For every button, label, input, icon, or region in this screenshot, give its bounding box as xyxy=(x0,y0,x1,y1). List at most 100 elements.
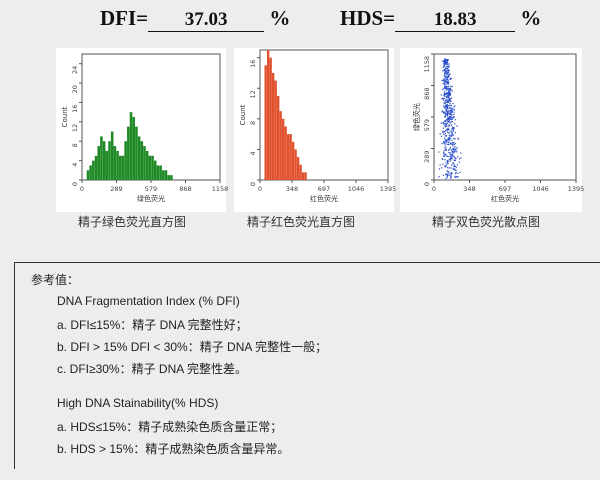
hds-heading: High DNA Stainability(% HDS) xyxy=(57,396,219,410)
dual-scatter-point xyxy=(452,155,454,157)
dual-scatter-x-tick-label: 1046 xyxy=(532,185,549,193)
dual-scatter-point xyxy=(446,141,448,143)
dual-scatter-point xyxy=(446,67,448,69)
dual-scatter-point xyxy=(446,164,448,166)
dual-scatter-point xyxy=(446,59,448,61)
dual-scatter-point xyxy=(442,82,444,85)
dual-scatter-point xyxy=(443,69,445,71)
red-histogram-x-tick-label: 1046 xyxy=(348,185,365,193)
dual-scatter-point xyxy=(448,65,450,67)
reference-panel: 参考值： DNA Fragmentation Index (% DFI) a. … xyxy=(14,262,600,469)
red-histogram-x-axis-label: 红色荧光 xyxy=(310,194,338,203)
green-histogram-y-tick-label: 24 xyxy=(71,66,79,74)
dual-scatter-point xyxy=(446,131,448,133)
dual-scatter-point xyxy=(439,164,441,166)
dual-scatter-point xyxy=(453,109,455,111)
red-histogram-bar xyxy=(304,172,307,180)
dual-scatter-point xyxy=(442,122,444,124)
dual-scatter-point xyxy=(446,170,448,172)
dual-scatter-point xyxy=(441,98,443,100)
hds-rule-a: a. HDS≤15%：精子成熟染色质含量正常； xyxy=(57,420,283,434)
dual-scatter-point xyxy=(447,114,449,116)
dual-scatter-point xyxy=(444,86,446,88)
dual-scatter-point xyxy=(444,102,446,104)
dual-scatter-point xyxy=(447,80,449,83)
dual-scatter-point xyxy=(453,168,456,170)
dual-scatter-point xyxy=(446,107,449,109)
dual-scatter-point xyxy=(444,140,447,142)
dual-scatter-point xyxy=(444,159,446,161)
dual-scatter-point xyxy=(447,93,449,95)
dual-scatter-x-tick-label: 348 xyxy=(463,185,475,193)
dual-scatter-point xyxy=(453,116,455,118)
green-histogram: 0 289 579 868 1158 0 4 8 12 16 20 24 绿色荧光 Count xyxy=(56,48,228,214)
dual-scatter-point xyxy=(441,143,443,145)
dual-scatter-point xyxy=(446,110,448,112)
dual-scatter-point xyxy=(445,71,447,73)
dual-scatter-point xyxy=(451,97,453,99)
dual-scatter-point xyxy=(449,125,451,127)
dual-scatter-point xyxy=(442,158,444,160)
dual-scatter-point xyxy=(445,59,447,61)
dual-scatter-point xyxy=(446,160,448,162)
dual-scatter-point xyxy=(455,169,457,172)
dual-scatter-point xyxy=(449,104,451,106)
green-histogram-bar xyxy=(170,175,173,180)
dual-scatter-point xyxy=(448,131,451,133)
dual-scatter-point xyxy=(448,121,450,123)
dual-scatter-point xyxy=(454,176,456,178)
dual-scatter-point xyxy=(443,106,445,108)
dual-scatter-point xyxy=(448,139,450,141)
red-histogram-x-tick-label: 348 xyxy=(286,185,298,193)
dual-scatter-point xyxy=(443,61,446,63)
dual-scatter-point xyxy=(443,152,445,154)
dual-scatter-point xyxy=(446,79,448,81)
dual-scatter-point xyxy=(445,134,448,137)
dual-scatter-point xyxy=(443,94,445,97)
dual-scatter-point xyxy=(451,133,453,135)
dual-scatter-point xyxy=(448,128,450,131)
red-histogram-bar xyxy=(291,141,295,180)
dual-scatter-point xyxy=(446,175,449,177)
dual-scatter-point xyxy=(445,129,447,132)
green-histogram-bar xyxy=(127,126,130,180)
dual-scatter-point xyxy=(442,70,444,72)
dual-scatter-point xyxy=(452,148,454,150)
dual-scatter-point xyxy=(447,82,449,84)
dual-scatter-point xyxy=(442,141,445,143)
dual-scatter-point xyxy=(444,83,446,86)
dual-scatter-point xyxy=(449,93,451,95)
dual-scatter-point xyxy=(447,59,449,61)
dual-scatter-point xyxy=(446,119,449,121)
dual-scatter-point xyxy=(444,95,446,97)
dual-scatter-point xyxy=(447,138,450,141)
dual-scatter-point xyxy=(442,111,444,113)
dual-scatter-point xyxy=(448,93,450,95)
dual-scatter-point xyxy=(444,69,447,71)
dual-scatter-point xyxy=(443,111,445,113)
dual-scatter-point xyxy=(452,117,455,119)
dual-scatter-point xyxy=(446,58,449,61)
dual-scatter-x-axis-label: 红色荧光 xyxy=(491,194,519,203)
green-histogram-bar xyxy=(148,155,152,180)
red-histogram-bar xyxy=(269,57,272,180)
dual-scatter-point xyxy=(453,108,455,111)
green-histogram-bar xyxy=(164,170,168,180)
dual-scatter-point xyxy=(445,75,447,77)
dual-scatter-point xyxy=(446,139,449,141)
dual-scatter-y-tick-label: 1158 xyxy=(423,56,431,73)
dual-scatter-point xyxy=(455,172,457,175)
dual-scatter-point xyxy=(448,97,450,99)
dual-scatter-point xyxy=(447,108,449,110)
dual-scatter-point xyxy=(444,137,446,139)
dual-scatter-point xyxy=(456,175,458,178)
dual-scatter-point xyxy=(458,161,461,163)
dual-scatter-point xyxy=(444,103,446,105)
dual-scatter-point xyxy=(441,167,443,169)
dual-scatter-point xyxy=(445,89,447,91)
dual-scatter-y-axis-label: 绿色荧光 xyxy=(412,103,421,131)
dual-scatter-point xyxy=(449,102,451,105)
dual-scatter-point xyxy=(443,91,446,93)
dual-scatter-point xyxy=(446,111,448,113)
dual-scatter-point xyxy=(440,135,443,137)
